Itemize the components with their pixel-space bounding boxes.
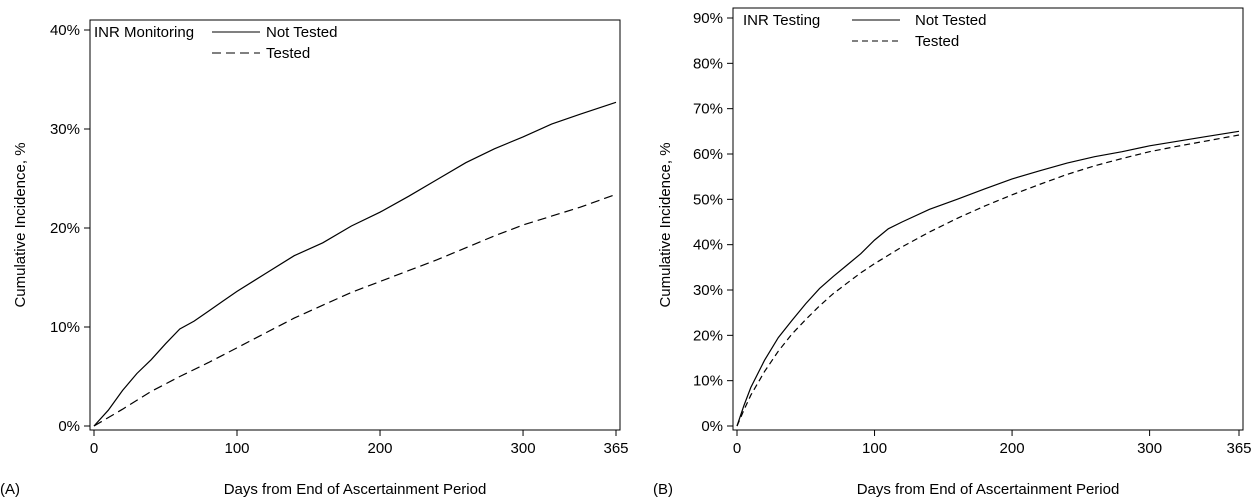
y-axis: 0% 10% 20% 30% 40% <box>50 22 90 435</box>
x-tick-label: 0 <box>733 440 741 457</box>
y-axis-label: Cumulative Incidence, % <box>12 142 29 307</box>
x-tick-label: 100 <box>224 440 249 457</box>
panel-label: (B) <box>653 481 673 498</box>
x-tick-label: 300 <box>511 440 536 457</box>
series-layer <box>93 101 617 427</box>
x-tick-label: 100 <box>862 440 887 457</box>
legend: INR Monitoring Not Tested Tested <box>94 24 337 62</box>
chart-panel-b: 0% 10% 20% 30% 40% 50% 60% 70% 80% 90% 0 100 200 300… <box>653 7 1252 498</box>
y-tick-label: 40% <box>693 237 723 254</box>
chart-panel-a: 0% 10% 20% 30% 40% 0 100 200 300 365 Cumulative … <box>0 19 629 498</box>
legend-label-not-tested: Not Tested <box>915 12 986 29</box>
legend-label-tested: Tested <box>266 45 310 62</box>
y-tick-label: 10% <box>50 319 80 336</box>
series-line-tested <box>736 134 1240 427</box>
series-line-not-tested <box>93 101 617 427</box>
legend-label-not-tested: Not Tested <box>266 24 337 41</box>
x-tick-label: 365 <box>1226 440 1251 457</box>
x-tick-label: 300 <box>1137 440 1162 457</box>
x-tick-label: 200 <box>368 440 393 457</box>
y-tick-label: 30% <box>50 121 80 138</box>
y-tick-label: 90% <box>693 10 723 27</box>
y-tick-label: 60% <box>693 146 723 163</box>
y-tick-label: 20% <box>50 220 80 237</box>
y-tick-label: 80% <box>693 55 723 72</box>
panel-label: (A) <box>0 481 20 498</box>
legend-title: INR Testing <box>743 12 820 29</box>
y-axis-label: Cumulative Incidence, % <box>657 142 674 307</box>
legend-label-tested: Tested <box>915 33 959 50</box>
x-axis-label: Days from End of Ascertainment Period <box>224 481 487 498</box>
y-tick-label: 40% <box>50 22 80 39</box>
plot-frame <box>89 19 621 431</box>
y-tick-label: 30% <box>693 282 723 299</box>
series-line-tested <box>93 193 617 427</box>
y-tick-label: 20% <box>693 327 723 344</box>
y-tick-label: 70% <box>693 101 723 118</box>
x-axis: 0 100 200 300 365 <box>90 430 629 457</box>
y-tick-label: 0% <box>58 418 80 435</box>
x-axis-label: Days from End of Ascertainment Period <box>857 481 1120 498</box>
x-tick-label: 365 <box>603 440 628 457</box>
y-tick-label: 0% <box>701 418 723 435</box>
series-layer <box>736 130 1240 427</box>
x-tick-label: 200 <box>1000 440 1025 457</box>
x-axis: 0 100 200 300 365 <box>733 430 1252 457</box>
plot-frame <box>732 7 1244 431</box>
y-tick-label: 50% <box>693 191 723 208</box>
y-tick-label: 10% <box>693 373 723 390</box>
y-axis: 0% 10% 20% 30% 40% 50% 60% 70% 80% 90% <box>693 10 733 435</box>
legend-title: INR Monitoring <box>94 24 194 41</box>
legend: INR Testing Not Tested Tested <box>743 12 986 50</box>
x-tick-label: 0 <box>90 440 98 457</box>
series-line-not-tested <box>736 130 1240 427</box>
